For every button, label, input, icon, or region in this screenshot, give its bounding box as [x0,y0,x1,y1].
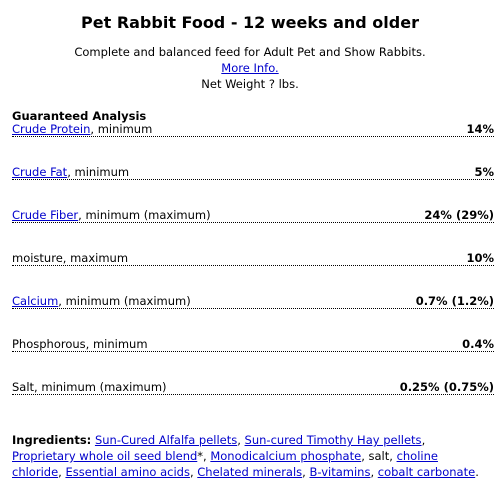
ingredients-heading: Ingredients: [12,433,92,447]
nutrient-label: , minimum [90,122,153,136]
ingredient-link[interactable]: Essential amino acids [65,465,190,479]
nutrient: Crude Protein, minimum [12,123,152,136]
nutrient-value: 10% [466,251,494,265]
nutrient-link[interactable]: Crude Fat [12,165,68,179]
nutrient-value: 24% (29%) [424,208,494,222]
nutrient-value: 5% [474,165,494,179]
more-info-link[interactable]: More Info. [221,61,279,75]
nutrient-label: , minimum (maximum) [58,294,191,308]
nutrient-link[interactable]: Crude Fiber [12,208,79,222]
ingredient-link[interactable]: Monodicalcium phosphate [210,449,362,463]
ingredient-link[interactable]: choline chloride [12,449,438,479]
nutrient-value: 0.4% [462,337,494,351]
nutrient-value: 0.7% (1.2%) [415,294,494,308]
analysis-row: Crude Protein, minimum 14% [12,123,494,137]
nutrient: Salt, minimum (maximum) [12,381,167,394]
nutrient: moisture, maximum [12,252,128,265]
ingredient-text: , [189,465,198,479]
analysis-row: Crude Fiber, minimum (maximum) 24% (29%) [12,209,494,223]
ingredient-text: *, [197,449,211,463]
nutrient-link[interactable]: Crude Protein [12,122,91,136]
nutrient: Crude Fiber, minimum (maximum) [12,209,211,222]
analysis-row: Calcium, minimum (maximum) 0.7% (1.2%) [12,295,494,309]
ingredient-text: , [302,465,310,479]
nutrient-label: Salt, minimum (maximum) [12,380,167,394]
ingredient-link[interactable]: cobalt carbonate [377,465,476,479]
ingredient-text: , [421,433,426,447]
header-block: Complete and balanced feed for Adult Pet… [0,44,500,92]
title: Pet Rabbit Food - 12 weeks and older [81,13,419,32]
ingredient-link[interactable]: Sun-cured Timothy Hay pellets [244,433,422,447]
ingredients: Ingredients: Sun-Cured Alfalfa pellets , … [12,432,482,480]
net-weight: Net Weight ? lbs. [201,77,299,91]
ingredient-link[interactable]: B-vitamins [309,465,371,479]
guaranteed-analysis: Guaranteed Analysis Crude Protein, minim… [12,110,494,424]
analysis-heading: Guaranteed Analysis [12,109,147,123]
analysis-row: Phosphorous, minimum 0.4% [12,338,494,352]
nutrient: Crude Fat, minimum [12,166,129,179]
nutrient-value: 0.25% (0.75%) [399,380,494,394]
analysis-row: Salt, minimum (maximum) 0.25% (0.75%) [12,381,494,395]
nutrient-value: 14% [466,122,494,136]
ingredient-text: , [58,465,66,479]
ingredient-text: , [370,465,378,479]
ingredient-text: , [237,433,245,447]
ingredient-link[interactable]: Chelated minerals [197,465,303,479]
nutrient-label: , minimum [67,165,130,179]
ingredient-text: , salt, [361,449,397,463]
subtitle: Complete and balanced feed for Adult Pet… [74,45,426,59]
ingredient-link[interactable]: Proprietary whole oil seed blend [12,449,198,463]
nutrient-label: Phosphorous, minimum [12,337,148,351]
analysis-row: Crude Fat, minimum 5% [12,166,494,180]
nutrient-label: moisture, maximum [12,251,129,265]
nutrient-link[interactable]: Calcium [12,294,59,308]
analysis-row: moisture, maximum 10% [12,252,494,266]
nutrient-label: , minimum (maximum) [78,208,211,222]
nutrient: Calcium, minimum (maximum) [12,295,191,308]
ingredient-link[interactable]: Sun-Cured Alfalfa pellets [94,433,238,447]
nutrient: Phosphorous, minimum [12,338,148,351]
ingredient-text: . [475,465,479,479]
